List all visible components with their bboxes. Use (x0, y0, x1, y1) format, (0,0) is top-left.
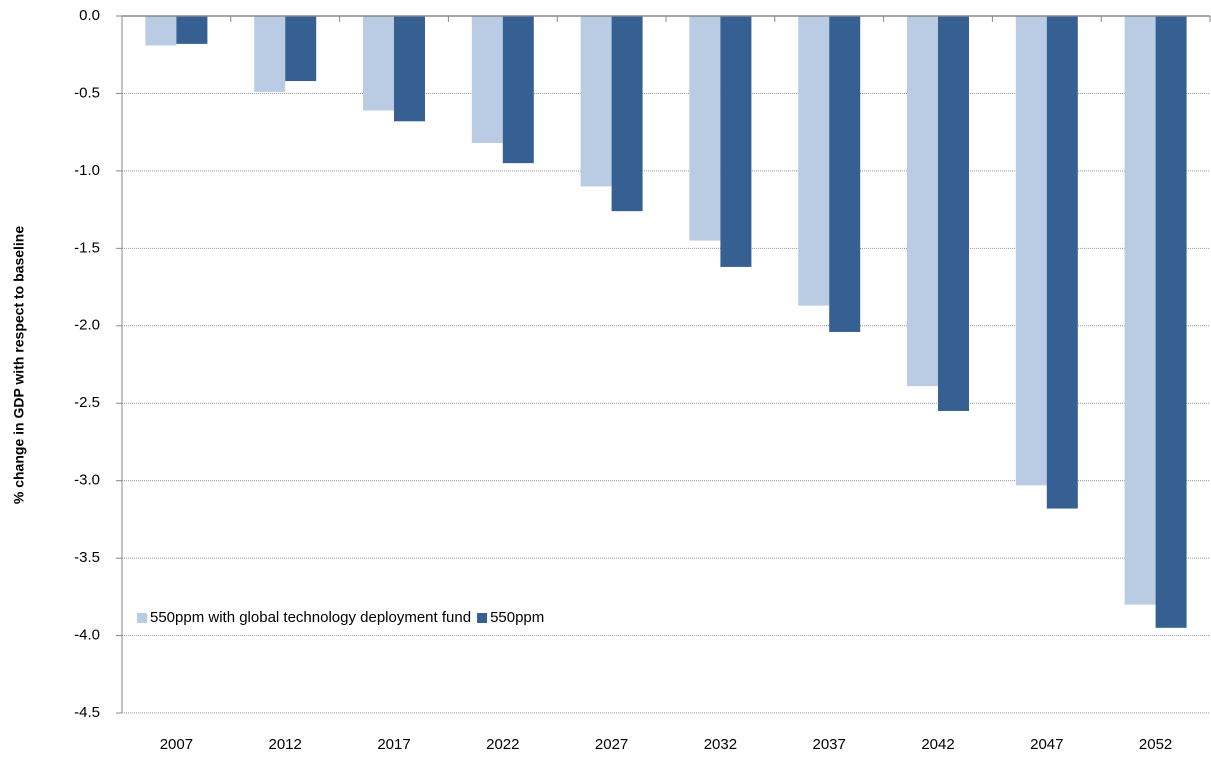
bar (907, 16, 938, 387)
bar (363, 16, 394, 111)
x-tick-label: 2032 (704, 736, 737, 753)
x-tick-label: 2052 (1139, 736, 1172, 753)
bar (1155, 16, 1187, 628)
y-tick-label: -4.5 (74, 704, 100, 721)
y-tick-label: -2.0 (74, 317, 100, 334)
bar (938, 16, 969, 411)
y-tick-label: -2.5 (74, 394, 100, 411)
bar (720, 16, 752, 267)
bar (611, 16, 643, 212)
x-tick-label: 2027 (595, 736, 628, 753)
y-tick-label: -3.0 (74, 472, 100, 489)
bar (285, 16, 317, 82)
bar (394, 16, 425, 122)
bar (689, 16, 721, 241)
legend-label: 550ppm (490, 609, 544, 626)
y-tick-label: -1.5 (74, 239, 100, 256)
bar (1124, 16, 1156, 605)
x-tick-label: 2022 (486, 736, 519, 753)
bar (580, 16, 612, 187)
y-tick-label: -1.0 (74, 162, 100, 179)
bar (145, 16, 177, 46)
bar (254, 16, 286, 92)
y-tick-label: 0.0 (79, 7, 100, 24)
x-tick-label: 2007 (160, 736, 193, 753)
bar (471, 16, 503, 144)
y-axis-title: % change in GDP with respect to baseline (11, 226, 27, 504)
y-tick-label: -4.0 (74, 627, 100, 644)
bar (1046, 16, 1078, 509)
bar (502, 16, 534, 164)
bar (798, 16, 830, 306)
x-tick-label: 2047 (1030, 736, 1063, 753)
x-tick-label: 2042 (921, 736, 954, 753)
x-tick-label: 2017 (377, 736, 410, 753)
x-tick-label: 2037 (813, 736, 846, 753)
bar (176, 16, 208, 44)
y-tick-label: -0.5 (74, 84, 100, 101)
bar (1015, 16, 1047, 486)
bar (829, 16, 861, 332)
y-tick-label: -3.5 (74, 549, 100, 566)
legend-swatch (137, 613, 147, 623)
legend-label: 550ppm with global technology deployment… (150, 609, 471, 626)
legend-swatch (477, 613, 488, 623)
x-tick-label: 2012 (269, 736, 302, 753)
